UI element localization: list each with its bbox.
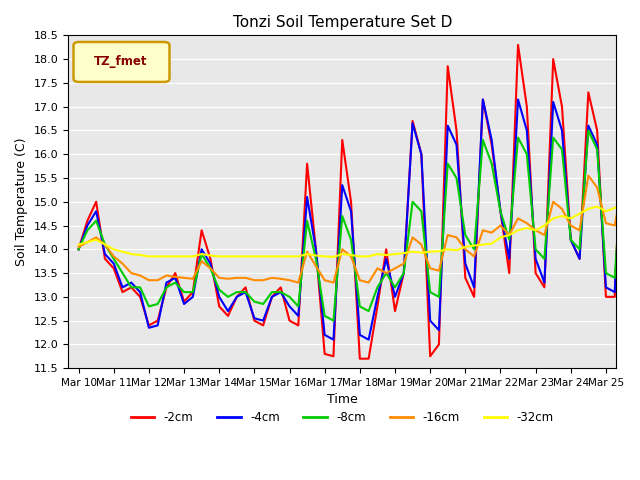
-32cm bbox=[303, 251, 311, 257]
Title: Tonzi Soil Temperature Set D: Tonzi Soil Temperature Set D bbox=[232, 15, 452, 30]
Line: -2cm: -2cm bbox=[79, 45, 632, 359]
-8cm bbox=[584, 128, 592, 133]
-4cm bbox=[435, 327, 443, 333]
-8cm bbox=[391, 285, 399, 290]
-8cm bbox=[444, 161, 452, 167]
Line: -16cm: -16cm bbox=[79, 176, 632, 283]
-4cm bbox=[330, 337, 337, 343]
-8cm bbox=[303, 218, 311, 224]
-2cm bbox=[348, 199, 355, 204]
-16cm bbox=[435, 268, 443, 274]
X-axis label: Time: Time bbox=[327, 394, 358, 407]
-4cm bbox=[391, 294, 399, 300]
-32cm bbox=[391, 251, 399, 257]
-16cm bbox=[628, 185, 636, 191]
-2cm bbox=[628, 128, 636, 133]
-4cm bbox=[628, 142, 636, 147]
-32cm bbox=[330, 254, 337, 260]
-2cm bbox=[391, 308, 399, 314]
Line: -8cm: -8cm bbox=[79, 131, 632, 321]
-2cm bbox=[303, 161, 311, 167]
-4cm bbox=[356, 332, 364, 338]
-16cm bbox=[294, 280, 302, 286]
Line: -4cm: -4cm bbox=[79, 99, 632, 340]
-32cm bbox=[75, 241, 83, 247]
-2cm bbox=[444, 63, 452, 69]
Legend: -2cm, -4cm, -8cm, -16cm, -32cm: -2cm, -4cm, -8cm, -16cm, -32cm bbox=[126, 407, 559, 429]
-32cm bbox=[444, 246, 452, 252]
-32cm bbox=[628, 200, 636, 206]
-2cm bbox=[145, 323, 153, 328]
FancyBboxPatch shape bbox=[74, 42, 170, 82]
-8cm bbox=[356, 303, 364, 309]
-4cm bbox=[444, 123, 452, 129]
Y-axis label: Soil Temperature (C): Soil Temperature (C) bbox=[15, 137, 28, 266]
-32cm bbox=[356, 253, 364, 259]
-16cm bbox=[444, 232, 452, 238]
-16cm bbox=[356, 277, 364, 283]
-16cm bbox=[584, 173, 592, 179]
-4cm bbox=[479, 96, 486, 102]
-8cm bbox=[330, 318, 337, 324]
-2cm bbox=[514, 42, 522, 48]
Line: -32cm: -32cm bbox=[79, 203, 632, 257]
-8cm bbox=[435, 294, 443, 300]
-16cm bbox=[145, 277, 153, 283]
-16cm bbox=[391, 265, 399, 271]
-4cm bbox=[75, 246, 83, 252]
-4cm bbox=[145, 325, 153, 331]
-2cm bbox=[356, 356, 364, 361]
-8cm bbox=[145, 303, 153, 309]
-16cm bbox=[75, 244, 83, 250]
-32cm bbox=[145, 253, 153, 259]
-16cm bbox=[312, 263, 320, 269]
-8cm bbox=[628, 156, 636, 162]
Text: TZ_fmet: TZ_fmet bbox=[94, 55, 148, 68]
-4cm bbox=[303, 194, 311, 200]
-32cm bbox=[435, 248, 443, 254]
-2cm bbox=[435, 342, 443, 348]
-2cm bbox=[75, 246, 83, 252]
-8cm bbox=[75, 246, 83, 252]
